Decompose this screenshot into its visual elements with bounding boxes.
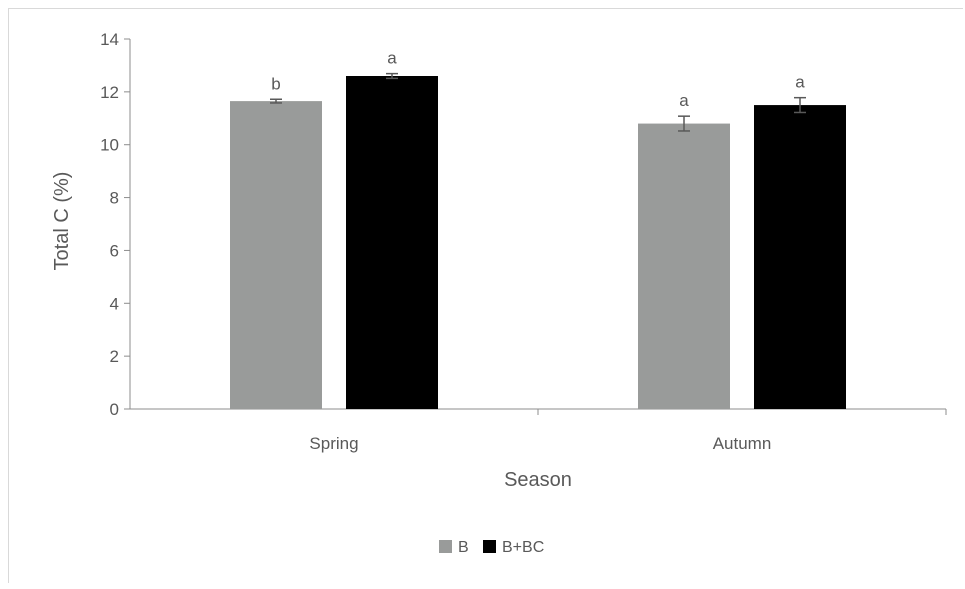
chart-frame: Total C (%) Season 0 2 4 6 8 10 12 14 Spring b a Au…	[8, 8, 963, 583]
y-tick-label: 4	[110, 294, 119, 313]
y-tick-label: 10	[100, 136, 119, 155]
x-axis-title: Season	[504, 469, 572, 491]
significance-label: a	[387, 49, 397, 68]
y-tick-label: 12	[100, 83, 119, 102]
legend-swatch	[439, 540, 452, 553]
bar[interactable]	[754, 105, 846, 410]
significance-label: a	[679, 91, 689, 110]
y-axis-title: Total C (%)	[51, 172, 73, 271]
bar-chart: Total C (%) Season 0 2 4 6 8 10 12 14 Spring b a Au…	[51, 30, 947, 556]
y-tick-label: 2	[110, 347, 119, 366]
bar[interactable]	[230, 101, 322, 409]
legend-swatch	[483, 540, 496, 553]
y-tick-label: 0	[110, 400, 119, 419]
y-tick-label: 14	[100, 30, 119, 49]
y-tick-label: 6	[110, 241, 119, 260]
legend-label: B	[458, 539, 469, 556]
bar[interactable]	[638, 123, 730, 410]
y-tick-label: 8	[110, 189, 119, 208]
significance-label: b	[271, 74, 280, 93]
legend-label: B+BC	[502, 539, 544, 556]
x-tick-label: Spring	[309, 434, 358, 453]
x-tick-label: Autumn	[713, 434, 772, 453]
bar[interactable]	[346, 76, 438, 409]
significance-label: a	[795, 73, 805, 92]
